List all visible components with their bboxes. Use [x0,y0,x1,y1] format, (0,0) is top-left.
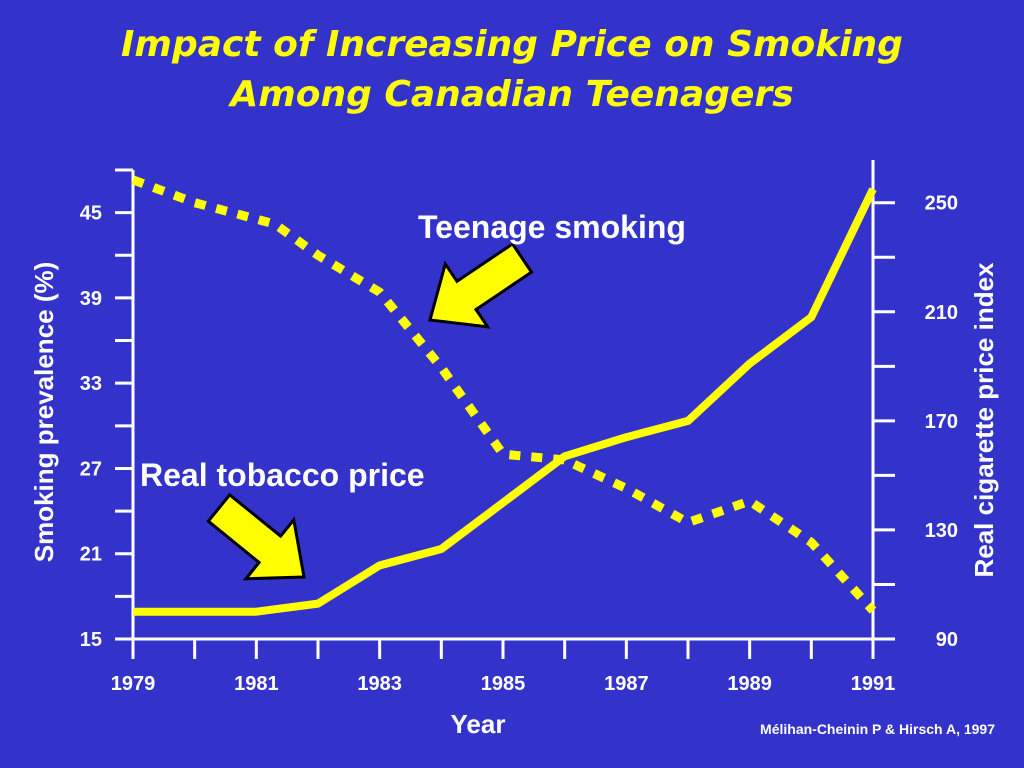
y-right-tick-label: 130 [925,520,958,542]
series-group [131,175,877,616]
x-tick-label: 1979 [111,673,156,695]
y-right-tick-label: 250 [925,193,958,215]
chart-title: Impact of Increasing Price on Smoking Am… [0,20,1024,120]
arrow-real-tobacco-price [206,492,306,581]
source-credit: Mélihan-Cheinin P & Hirsch A, 1997 [760,721,995,737]
arrow-teenage-smoking [428,241,534,329]
x-tick-label: 1981 [234,673,279,695]
chart-title-line-1: Impact of Increasing Price on Smoking [121,24,903,65]
y-left-tick-label: 45 [80,203,102,225]
y-left-tick-label: 21 [80,544,102,566]
y-left-tick-label: 33 [80,373,102,395]
tobacco-price-line [133,187,877,616]
y-left-tick-label: 27 [80,458,102,480]
y-axis-left-title: Smoking prevalence (%) [29,262,59,563]
x-tick-label: 1987 [604,673,649,695]
x-axis-title: Year [451,709,506,739]
y-right-tick-label: 170 [925,411,958,433]
annotation-arrows [206,241,534,581]
annotation-real-tobacco-price: Real tobacco price [140,457,425,493]
y-left-tick-label: 15 [80,629,102,651]
ticks-group: 15 21 27 33 39 45 90 130 170 210 250 1979 1981 1983 19… [80,168,958,695]
x-tick-label: 1985 [481,673,526,695]
y-axis-right-title: Real cigarette price index [969,262,999,578]
annotation-teenage-smoking: Teenage smoking [418,209,686,245]
x-tick-label: 1983 [357,673,402,695]
y-right-tick-label: 90 [936,629,958,651]
y-right-tick-label: 210 [925,302,958,324]
x-tick-label: 1989 [727,673,772,695]
chart-title-line-2: Among Canadian Teenagers [230,74,794,115]
y-left-tick-label: 39 [80,288,102,310]
x-tick-label: 1991 [851,673,896,695]
